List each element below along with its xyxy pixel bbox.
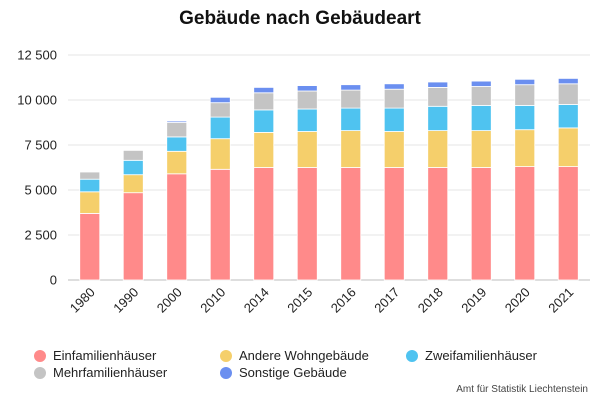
bar-segment (557, 78, 579, 85)
bar-segment (166, 173, 188, 281)
bar-segment (427, 81, 449, 88)
x-tick-label: 2018 (415, 285, 446, 316)
bar-segment (470, 105, 492, 132)
x-tick-label: 2020 (502, 285, 533, 316)
bar-segment (296, 131, 318, 168)
bar-segment (253, 109, 275, 133)
y-tick-label: 10 000 (17, 93, 57, 108)
bar-segment (122, 149, 144, 161)
x-tick-label: 1980 (67, 285, 98, 316)
bar-segment (514, 84, 536, 106)
bar-segment (340, 107, 362, 131)
x-tick-label: 2016 (328, 285, 359, 316)
bar-segment (383, 131, 405, 168)
bar-segment (209, 102, 231, 118)
chart-title: Gebäude nach Gebäudeart (179, 8, 421, 29)
legend-label-zweifamilienhaeuser: Zweifamilienhäuser (425, 348, 537, 363)
bar-segment (209, 96, 231, 104)
legend-swatch-zweifamilienhaeuser (406, 349, 418, 362)
x-tick-label: 2015 (284, 285, 315, 316)
bar-segment (79, 191, 101, 214)
bar-segment (209, 138, 231, 170)
bar-segment (470, 80, 492, 87)
x-tick-label: 2010 (197, 285, 228, 316)
bar-segment (340, 167, 362, 281)
bar-segment (166, 122, 188, 138)
bar-segment (427, 87, 449, 107)
legend-item-mehrfamilienhaeuser[interactable]: Mehrfamilienhäuser (34, 365, 167, 380)
bar-segment (557, 127, 579, 168)
legend-label-sonstige-gebaeude: Sonstige Gebäude (239, 365, 347, 380)
y-tick-label: 12 500 (17, 48, 57, 63)
bar-segment (383, 88, 405, 109)
bar-segment (253, 131, 275, 168)
y-tick-label: 7 500 (24, 138, 57, 153)
legend-item-sonstige-gebaeude[interactable]: Sonstige Gebäude (220, 365, 347, 380)
bar-segment (427, 130, 449, 168)
bar-segment (296, 108, 318, 132)
bar-segment (296, 90, 318, 110)
bar-segment (296, 85, 318, 92)
bar-segment (340, 130, 362, 168)
x-tick-label: 1990 (110, 285, 141, 316)
legend-item-einfamilienhaeuser[interactable]: Einfamilienhäuser (34, 348, 156, 363)
bar-segment (296, 167, 318, 281)
legend-label-einfamilienhaeuser: Einfamilienhäuser (53, 348, 157, 363)
legend-swatch-sonstige-gebaeude (220, 366, 232, 379)
bar-segment (427, 167, 449, 281)
bar-segment (340, 84, 362, 91)
bar-segment (470, 167, 492, 281)
bar-segment (253, 87, 275, 94)
bar-segment (470, 130, 492, 168)
bar-segment (79, 178, 101, 193)
legend-swatch-andere-wohngebaeude (220, 349, 232, 362)
bar-segment (514, 105, 536, 131)
x-tick-label: 2014 (241, 285, 272, 316)
bar-segment (253, 92, 275, 111)
y-tick-label: 2 500 (24, 228, 57, 243)
bar-segment (122, 159, 144, 176)
bar-segment (166, 136, 188, 152)
bar-segment (557, 104, 579, 129)
bar-segment (383, 167, 405, 281)
bar-segment (340, 89, 362, 109)
y-tick-label: 0 (50, 273, 57, 288)
legend-item-zweifamilienhaeuser[interactable]: Zweifamilienhäuser (406, 348, 537, 363)
bar-segment (209, 168, 231, 281)
bar-segment (514, 129, 536, 167)
y-tick-label: 5 000 (24, 183, 57, 198)
legend-swatch-mehrfamilienhaeuser (34, 366, 46, 379)
legend-label-andere-wohngebaeude: Andere Wohngebäude (239, 348, 369, 363)
x-tick-label: 2021 (545, 285, 576, 316)
bar-segment (122, 174, 144, 194)
legend-swatch-einfamilienhaeuser (34, 349, 46, 362)
bar-segment (79, 212, 101, 281)
x-tick-label: 2019 (458, 285, 489, 316)
bar-segment (427, 105, 449, 132)
bar-segment (166, 150, 188, 175)
legend-label-mehrfamilienhaeuser: Mehrfamilienhäuser (53, 365, 168, 380)
legend: Einfamilienhäuser Andere Wohngebäude Zwe… (0, 344, 600, 384)
bar-segment (166, 120, 188, 123)
bar-segment (514, 78, 536, 86)
x-tick-label: 2017 (371, 285, 402, 316)
bar-segment (514, 166, 536, 281)
bar-segment (383, 107, 405, 132)
bar-segment (209, 116, 231, 140)
bar-segment (122, 192, 144, 281)
bar-segment (79, 171, 101, 180)
source-credit: Amt für Statistik Liechtenstein (456, 384, 588, 395)
bar-segment (557, 166, 579, 281)
bar-segment (470, 86, 492, 106)
bar-segment (253, 167, 275, 281)
bar-segment (557, 83, 579, 105)
bar-segment (383, 83, 405, 90)
x-tick-label: 2000 (154, 285, 185, 316)
legend-item-andere-wohngebaeude[interactable]: Andere Wohngebäude (220, 348, 369, 363)
